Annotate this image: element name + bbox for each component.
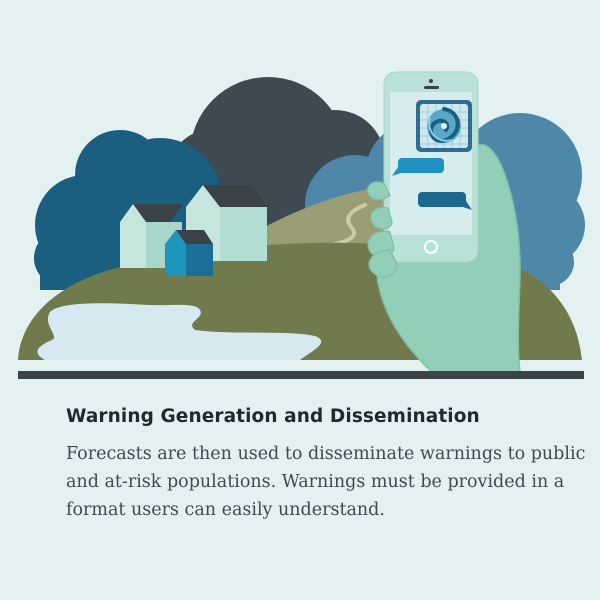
phone-home-button-icon xyxy=(424,240,438,254)
houses xyxy=(120,185,267,276)
hand-finger-middle xyxy=(370,206,393,230)
caption-title: Warning Generation and Dissemination xyxy=(66,406,480,427)
hand-with-phone xyxy=(367,71,521,373)
house-left xyxy=(120,204,183,268)
chat-bubble-incoming xyxy=(392,158,444,176)
warning-dissemination-illustration xyxy=(18,71,585,379)
caption-block: Warning Generation and Dissemination For… xyxy=(66,402,586,524)
hand-finger-top xyxy=(367,181,391,201)
phone-camera-icon xyxy=(429,79,433,83)
chat-bubble-outgoing xyxy=(418,192,472,210)
smartphone xyxy=(383,71,479,263)
house-small-blue xyxy=(165,230,213,276)
caption-body: Forecasts are then used to disseminate w… xyxy=(66,444,586,520)
hand-finger-bottom xyxy=(368,249,397,278)
water-pool xyxy=(37,303,322,360)
road xyxy=(323,203,367,248)
ground-line xyxy=(18,371,584,379)
hurricane-radar-icon xyxy=(416,100,472,152)
